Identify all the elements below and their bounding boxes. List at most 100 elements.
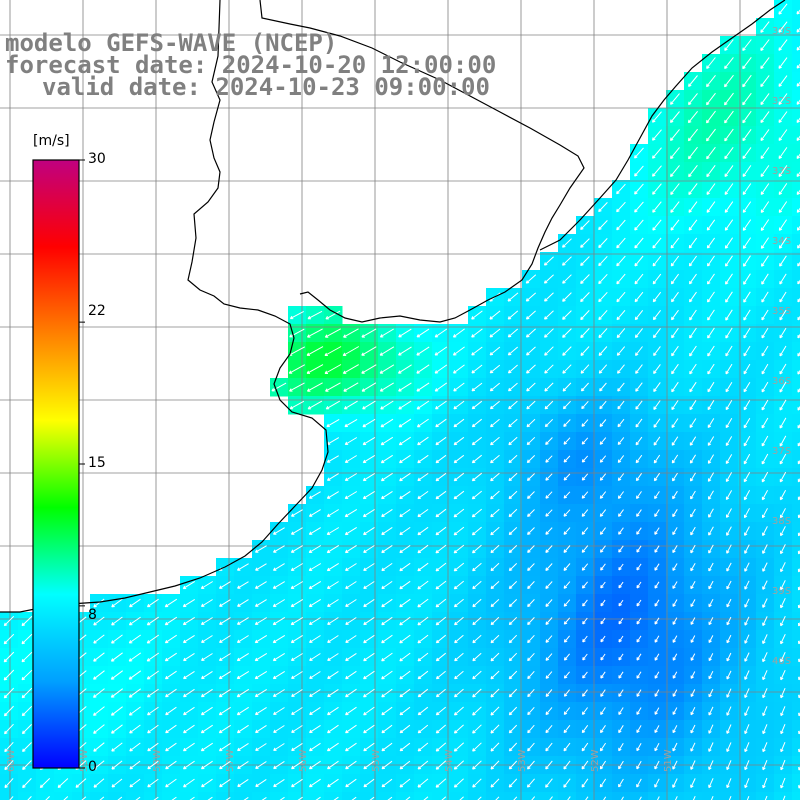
wind-arrow xyxy=(743,327,751,339)
wind-arrow xyxy=(399,454,411,464)
wind-arrow xyxy=(3,651,15,663)
wind-arrow xyxy=(508,724,518,734)
wind-arrow xyxy=(308,563,322,571)
wind-arrow xyxy=(652,273,662,285)
wind-arrow xyxy=(635,418,643,428)
wind-arrow xyxy=(381,490,393,500)
wind-arrow xyxy=(291,689,303,697)
latitude-label: 39S xyxy=(772,586,791,597)
wind-arrow xyxy=(580,346,590,356)
wind-arrow xyxy=(472,652,482,662)
wind-arrow xyxy=(363,670,375,680)
wind-arrow xyxy=(477,796,482,800)
wind-arrow xyxy=(399,544,411,554)
wind-arrow xyxy=(636,689,642,697)
wind-arrow xyxy=(273,743,285,751)
wind-speed-cell xyxy=(738,792,757,800)
wind-arrow xyxy=(417,652,429,662)
wind-arrow xyxy=(617,364,625,374)
wind-arrow xyxy=(671,454,679,464)
wind-speed-cell xyxy=(684,792,703,800)
wind-arrow xyxy=(563,671,570,679)
wind-arrow xyxy=(760,183,770,195)
wind-arrow xyxy=(417,508,429,518)
wind-arrow xyxy=(290,653,303,661)
wind-arrow xyxy=(672,581,678,589)
wind-arrow xyxy=(761,327,769,339)
wind-arrow xyxy=(291,725,303,733)
wind-arrow xyxy=(200,581,213,589)
wind-arrow xyxy=(634,219,644,231)
wind-arrow xyxy=(489,328,501,338)
wind-arrow xyxy=(744,760,750,771)
wind-arrow xyxy=(326,455,339,463)
wind-arrow xyxy=(598,255,608,267)
wind-arrow xyxy=(779,471,787,483)
wind-arrow xyxy=(369,796,375,800)
wind-arrow xyxy=(398,418,412,428)
wind-arrow xyxy=(435,526,447,536)
wind-arrow xyxy=(345,635,357,643)
wind-speed-cell xyxy=(576,792,595,800)
wind-arrow xyxy=(581,563,589,571)
wind-arrow xyxy=(93,778,105,788)
wind-arrow xyxy=(387,796,393,800)
wind-arrow xyxy=(453,562,465,572)
wind-arrow xyxy=(471,328,483,338)
wind-arrow xyxy=(363,706,375,716)
wind-arrow xyxy=(327,653,339,661)
wind-arrow xyxy=(507,292,519,302)
wind-arrow xyxy=(636,707,642,715)
wind-arrow xyxy=(600,581,606,589)
wind-arrow xyxy=(453,382,465,392)
wind-arrow xyxy=(706,57,716,69)
wind-arrow xyxy=(563,437,571,445)
wind-arrow xyxy=(271,382,287,392)
wind-arrow xyxy=(111,598,123,608)
wind-arrow xyxy=(653,454,661,464)
wind-arrow xyxy=(761,363,769,375)
wind-arrow xyxy=(545,527,553,535)
wind-arrow xyxy=(796,189,800,195)
wind-speed-cell xyxy=(792,666,800,685)
wind-arrow xyxy=(309,724,321,734)
wind-arrow xyxy=(780,526,786,537)
wind-arrow xyxy=(724,183,734,195)
wind-arrow xyxy=(779,345,787,357)
wind-arrow xyxy=(724,128,734,142)
wind-arrow xyxy=(672,563,678,571)
wind-speed-cell xyxy=(522,792,541,800)
wind-arrow xyxy=(435,418,447,428)
wind-arrow xyxy=(652,165,662,177)
wind-arrow xyxy=(708,562,714,572)
wind-arrow xyxy=(225,796,231,800)
wind-arrow xyxy=(345,599,357,607)
wind-speed-cell xyxy=(792,738,800,757)
wind-arrow xyxy=(471,310,483,320)
wind-arrow xyxy=(416,382,430,392)
wind-arrow xyxy=(652,291,662,303)
wind-arrow xyxy=(472,580,482,590)
wind-arrow xyxy=(708,508,714,518)
wind-arrow xyxy=(764,795,768,800)
wind-arrow xyxy=(4,778,14,789)
wind-arrow xyxy=(363,634,375,644)
wind-arrow xyxy=(670,147,680,160)
wind-arrow xyxy=(326,742,339,752)
wind-arrow xyxy=(3,687,15,699)
wind-arrow xyxy=(671,309,679,321)
wind-arrow xyxy=(599,491,607,499)
wind-arrow xyxy=(690,526,696,536)
wind-arrow xyxy=(508,382,518,392)
wind-arrow xyxy=(743,273,751,285)
wind-arrow xyxy=(706,146,716,160)
wind-arrow xyxy=(490,778,500,788)
wind-arrow xyxy=(508,778,518,788)
wind-arrow xyxy=(617,437,625,446)
wind-arrow xyxy=(761,435,769,447)
wind-arrow xyxy=(453,472,465,482)
wind-arrow xyxy=(742,92,752,106)
wind-arrow xyxy=(779,291,787,303)
wind-arrow xyxy=(417,634,429,644)
wind-arrow xyxy=(724,237,734,249)
